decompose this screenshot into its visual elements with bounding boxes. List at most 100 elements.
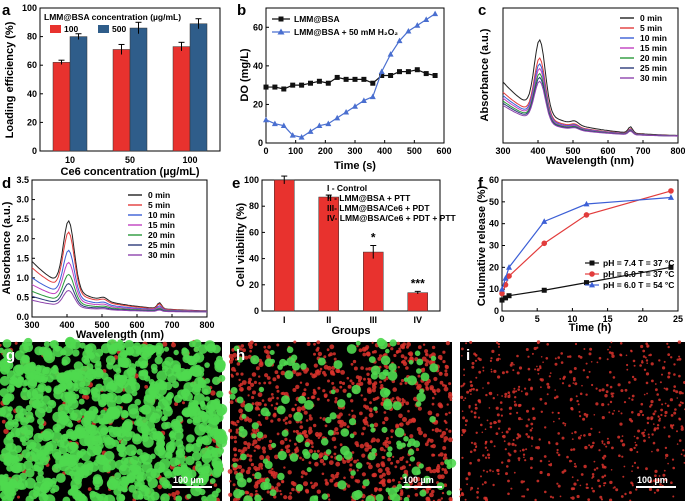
i-dots-red-60 bbox=[576, 494, 580, 499]
i-dots-red-201 bbox=[606, 383, 609, 387]
i-dots-red-62 bbox=[463, 368, 466, 371]
point-b-1-18 bbox=[423, 16, 430, 22]
h-dots-green-95 bbox=[403, 436, 409, 442]
h-dots-red-828 bbox=[257, 408, 261, 411]
i-dots-red-587 bbox=[550, 462, 552, 465]
i-dots-red-374 bbox=[604, 394, 608, 398]
h-dots-red-606 bbox=[356, 459, 359, 462]
h-dots-green-32 bbox=[385, 348, 390, 354]
h-dots-green-156 bbox=[446, 463, 452, 470]
h-dots-red-688 bbox=[253, 449, 256, 452]
g-dots-green-858 bbox=[52, 411, 64, 423]
g-dots-green-882 bbox=[33, 486, 41, 494]
g-dots-green-694 bbox=[70, 397, 77, 404]
h-dots-green-126 bbox=[370, 427, 376, 433]
i-dots-red-435 bbox=[678, 374, 681, 378]
h-dots-green-61 bbox=[387, 370, 398, 381]
g-dots-green-95 bbox=[171, 381, 180, 389]
i-dots-red-220 bbox=[548, 460, 550, 463]
h-dots-green-18 bbox=[304, 441, 310, 448]
i-dots-red-202 bbox=[513, 449, 517, 453]
h-dots-red-363 bbox=[351, 414, 357, 420]
point-b-0-3 bbox=[290, 82, 296, 88]
g-dots-green-307 bbox=[95, 360, 102, 367]
h-dots-red-88 bbox=[263, 381, 267, 385]
panel-label-e: e bbox=[232, 175, 240, 192]
g-dots-green-871 bbox=[3, 473, 9, 479]
g-dots-green-880 bbox=[20, 416, 27, 423]
point-b-0-17 bbox=[414, 67, 420, 73]
series-f bbox=[499, 188, 674, 303]
h-dots-red-793 bbox=[254, 468, 258, 472]
i-dots-red-56 bbox=[507, 459, 511, 463]
h-dots-red-817 bbox=[304, 472, 308, 476]
point-b-1-11 bbox=[360, 97, 367, 103]
i-dots-red-267 bbox=[611, 446, 614, 450]
h-dots-red-892 bbox=[409, 356, 414, 361]
i-dots-red-46 bbox=[486, 470, 489, 473]
i-dots-red-354 bbox=[617, 435, 621, 439]
h-dots-red-198 bbox=[439, 371, 442, 375]
h-dots-red-236 bbox=[274, 486, 279, 490]
i-dots-red-482 bbox=[517, 434, 522, 438]
x-axis-label-e: Groups bbox=[331, 325, 370, 337]
h-dots-red-503 bbox=[249, 454, 253, 458]
i-dots-red-353 bbox=[546, 382, 550, 386]
i-dots-red-216 bbox=[557, 356, 560, 359]
h-dots-red-404 bbox=[258, 382, 261, 385]
h-dots-red-229 bbox=[328, 498, 331, 501]
i-dots-red-343 bbox=[641, 413, 645, 417]
i-dots-red-616 bbox=[588, 352, 592, 356]
i-dots-red-103 bbox=[508, 406, 512, 410]
i-dots-red-131 bbox=[534, 498, 537, 501]
i-dots-red-144 bbox=[468, 389, 472, 392]
i-dots-red-172 bbox=[561, 382, 565, 385]
b-ytick-label-1: 20 bbox=[253, 99, 263, 109]
h-dots-green-33 bbox=[429, 363, 439, 373]
i-dots-red-645 bbox=[650, 417, 653, 421]
i-dots-red-48 bbox=[484, 446, 488, 449]
i-dots-red-313 bbox=[664, 457, 667, 459]
g-dots-red-88 bbox=[87, 487, 92, 491]
i-dots-red-366 bbox=[498, 353, 501, 356]
g-dots-green-353 bbox=[78, 398, 85, 405]
i-dots-red-617 bbox=[488, 391, 493, 396]
i-dots-red-101 bbox=[587, 498, 591, 501]
g-dots-green-486 bbox=[25, 495, 34, 501]
i-dots-red-485 bbox=[603, 484, 605, 487]
legend-c-6: 30 min bbox=[640, 73, 667, 83]
g-dots-green-833 bbox=[105, 459, 117, 471]
legend-d-5: 25 min bbox=[148, 240, 175, 250]
h-dots-red-381 bbox=[248, 377, 252, 382]
h-dots-red-861 bbox=[411, 477, 416, 482]
i-dots-red-341 bbox=[531, 445, 533, 447]
i-dots-red-459 bbox=[626, 368, 629, 371]
i-dots-red-571 bbox=[490, 357, 493, 360]
i-dots-red-415 bbox=[525, 348, 529, 351]
i-dots-red-292 bbox=[533, 346, 537, 351]
h-dots-red-885 bbox=[403, 469, 409, 475]
h-dots-red-789 bbox=[334, 400, 338, 404]
i-dots-red-209 bbox=[538, 438, 541, 441]
h-dots-red-280 bbox=[346, 376, 350, 380]
h-dots-red-459 bbox=[381, 463, 386, 468]
h-dots-green-44 bbox=[375, 494, 384, 501]
g-dots-green-887 bbox=[136, 448, 143, 455]
g-dots-green-110 bbox=[134, 398, 141, 406]
i-dots-red-380 bbox=[556, 451, 559, 454]
i-dots-red-420 bbox=[573, 465, 576, 468]
h-dots-red-896 bbox=[444, 364, 448, 368]
f-xtick-label-2: 10 bbox=[567, 314, 577, 324]
g-dots-green-179 bbox=[94, 485, 100, 491]
h-dots-red-393 bbox=[372, 472, 378, 478]
i-dots-red-122 bbox=[488, 407, 491, 409]
i-dots-red-615 bbox=[480, 423, 483, 427]
h-dots-green-158 bbox=[367, 452, 376, 461]
g-dots-green-702 bbox=[38, 492, 49, 501]
i-dots-red-637 bbox=[514, 396, 517, 399]
h-dots-green-88 bbox=[293, 411, 303, 422]
i-dots-red-108 bbox=[497, 342, 500, 346]
bars-e: I II*III***IV bbox=[274, 175, 428, 325]
b-xtick-label-0: 0 bbox=[263, 146, 268, 156]
